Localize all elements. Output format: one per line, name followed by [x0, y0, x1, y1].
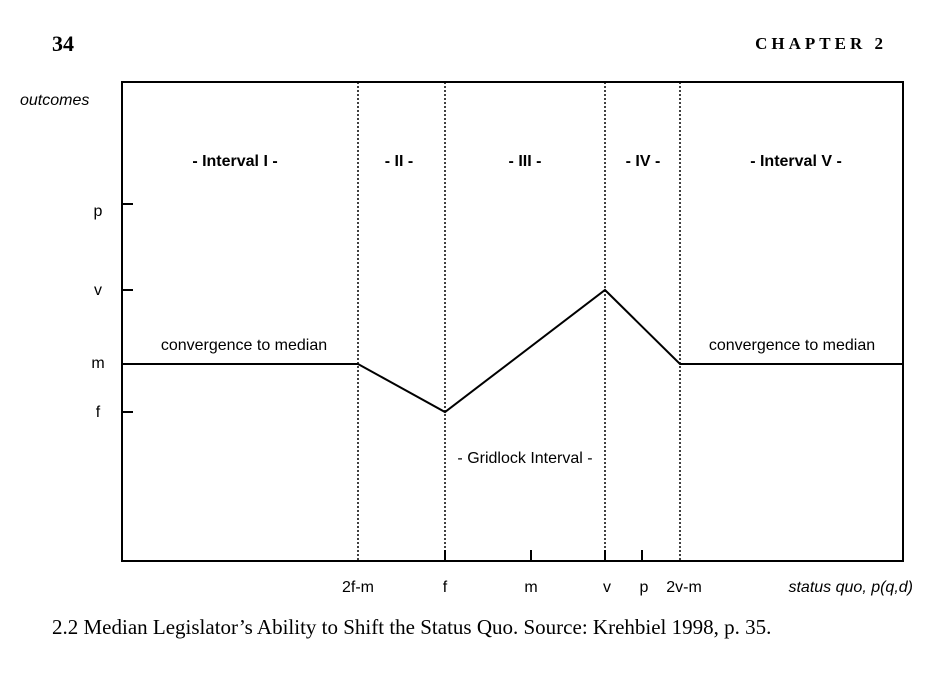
x-tick-label-p: p	[640, 579, 649, 596]
y-axis-title: outcomes	[20, 92, 89, 109]
figure-caption: 2.2 Median Legislator’s Ability to Shift…	[52, 615, 772, 639]
x-tick-label-2f-m: 2f-m	[342, 579, 374, 596]
gridlock-label-background	[450, 445, 598, 469]
interval-label-1: - Interval I -	[192, 153, 277, 170]
x-tick-label-f: f	[443, 579, 448, 596]
convergence-label-right: convergence to median	[709, 337, 875, 354]
interval-diagram: outcomes status quo, p(q,d) - Interval I…	[20, 81, 913, 596]
y-tick-label-m: m	[91, 355, 104, 372]
interval-label-4: - IV -	[626, 153, 661, 170]
y-tick-label-v: v	[94, 282, 102, 299]
x-tick-label-v: v	[603, 579, 611, 596]
y-tick-label-p: p	[94, 203, 103, 220]
convergence-label-left: convergence to median	[161, 337, 327, 354]
x-tick-label-2v-m: 2v-m	[666, 579, 702, 596]
interval-label-5: - Interval V -	[750, 153, 842, 170]
interval-label-2: - II -	[385, 153, 413, 170]
x-axis-title: status quo, p(q,d)	[788, 579, 913, 596]
x-tick-label-m: m	[524, 579, 537, 596]
y-tick-label-f: f	[96, 404, 101, 421]
diagram-frame	[121, 81, 904, 562]
outcome-line	[122, 288, 903, 414]
page-number: 34	[52, 31, 74, 56]
chapter-heading: CHAPTER 2	[755, 34, 887, 53]
interval-label-3: - III -	[509, 153, 542, 170]
gridlock-interval-label: - Gridlock Interval -	[457, 450, 592, 467]
